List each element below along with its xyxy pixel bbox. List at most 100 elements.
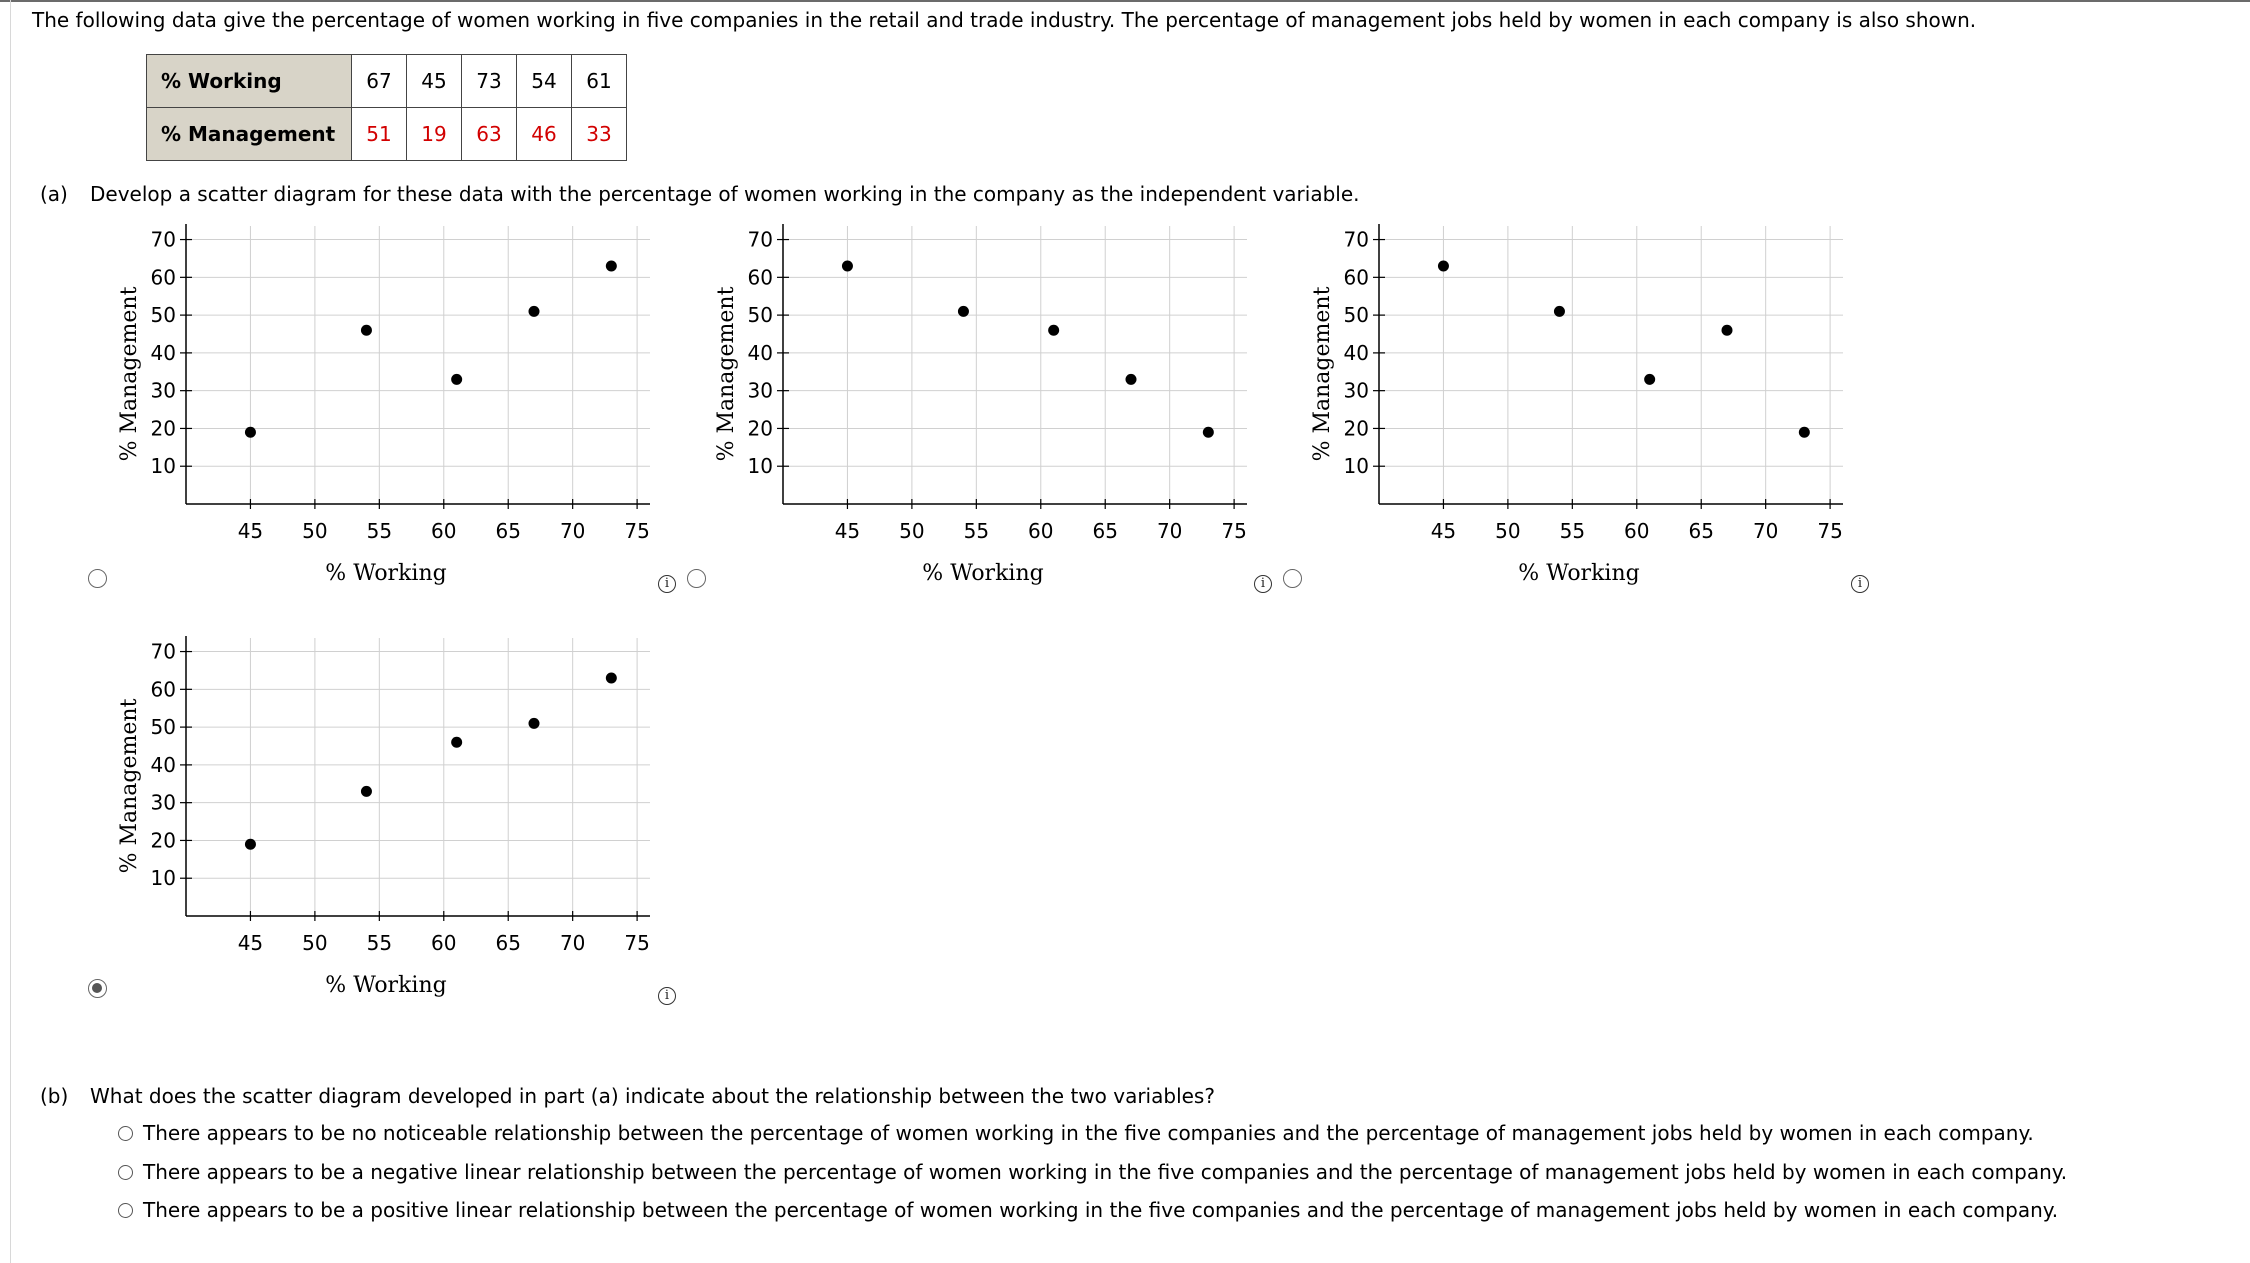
table-cell: 33 xyxy=(571,107,627,161)
info-icon[interactable]: i xyxy=(658,575,676,593)
x-tick-label: 70 xyxy=(560,931,585,955)
x-tick-label: 55 xyxy=(964,519,989,543)
table-cell: 67 xyxy=(351,54,407,108)
part-b-option-3-radio[interactable] xyxy=(118,1202,133,1218)
y-tick-label: 20 xyxy=(151,828,176,852)
x-tick-label: 65 xyxy=(495,519,520,543)
data-point xyxy=(244,838,256,850)
x-tick-label: 50 xyxy=(302,931,327,955)
data-point xyxy=(244,426,256,438)
data-point xyxy=(528,305,540,317)
part-b-option-3[interactable]: There appears to be a positive linear re… xyxy=(118,1198,2058,1222)
x-tick-label: 75 xyxy=(1817,519,1842,543)
working-header: % Working xyxy=(146,54,352,108)
x-axis-label: % Working xyxy=(922,561,1043,586)
part-a-question: (a) Develop a scatter diagram for these d… xyxy=(40,182,1360,206)
scatter-plot-option-3: 45 50 55 60 65 70 75 10 20 30 40 50 60 70 % Working % M… xyxy=(1303,218,1843,648)
plot-option-3-radio[interactable] xyxy=(1283,569,1302,588)
plot-option-1-radio[interactable] xyxy=(88,569,107,588)
y-tick-label: 20 xyxy=(151,416,176,440)
info-icon[interactable]: i xyxy=(1254,575,1272,593)
x-axis-label: % Working xyxy=(325,561,446,586)
y-tick-label: 70 xyxy=(151,228,176,252)
table-cell: 51 xyxy=(351,107,407,161)
data-table: % Working 67 45 73 54 61 % Management 51… xyxy=(146,54,627,161)
y-tick-label: 50 xyxy=(1344,303,1369,327)
x-tick-label: 50 xyxy=(1495,519,1520,543)
scatter-plot-svg: 45 50 55 60 65 70 75 10 20 30 40 50 60 70 % Working % M… xyxy=(1310,224,1843,586)
left-border xyxy=(10,0,11,1263)
x-tick-label: 45 xyxy=(238,519,263,543)
y-axis-label: % Management xyxy=(1310,286,1335,461)
y-tick-label: 70 xyxy=(151,640,176,664)
part-b-option-2[interactable]: There appears to be a negative linear re… xyxy=(118,1160,2067,1184)
x-tick-label: 60 xyxy=(1624,519,1649,543)
management-header: % Management xyxy=(146,107,352,161)
y-tick-label: 50 xyxy=(151,303,176,327)
x-tick-label: 60 xyxy=(431,931,456,955)
data-point xyxy=(605,260,617,272)
part-b-option-1-radio[interactable] xyxy=(118,1125,133,1141)
data-point xyxy=(1721,324,1733,336)
data-point xyxy=(360,785,372,797)
table-row: % Management 51 19 63 46 33 xyxy=(146,107,627,161)
y-tick-label: 10 xyxy=(151,454,176,478)
data-point xyxy=(1437,260,1449,272)
y-axis-label: % Management xyxy=(714,286,739,461)
x-tick-label: 65 xyxy=(1092,519,1117,543)
y-tick-label: 40 xyxy=(1344,341,1369,365)
y-axis-label: % Management xyxy=(117,698,142,873)
table-cell: 45 xyxy=(406,54,462,108)
x-tick-label: 70 xyxy=(1157,519,1182,543)
part-b-option-2-radio[interactable] xyxy=(118,1164,133,1180)
data-point xyxy=(1553,305,1565,317)
y-tick-label: 60 xyxy=(151,265,176,289)
x-axis-label: % Working xyxy=(325,973,446,998)
x-tick-label: 70 xyxy=(1753,519,1778,543)
x-tick-label: 60 xyxy=(431,519,456,543)
x-tick-label: 55 xyxy=(367,519,392,543)
scatter-plot-option-2: 45 50 55 60 65 70 75 10 20 30 40 50 60 70 % Working % M… xyxy=(707,218,1247,648)
data-point xyxy=(528,717,540,729)
part-b-option-1-label: There appears to be no noticeable relati… xyxy=(143,1121,2034,1145)
x-tick-label: 45 xyxy=(238,931,263,955)
part-b-option-2-label: There appears to be a negative linear re… xyxy=(143,1160,2068,1184)
plot-option-4-radio[interactable] xyxy=(88,979,107,998)
info-icon[interactable]: i xyxy=(1851,575,1869,593)
scatter-plot-svg: 45 50 55 60 65 70 75 10 20 30 40 50 60 70 % Working % M… xyxy=(117,224,650,586)
y-tick-label: 60 xyxy=(748,265,773,289)
y-tick-label: 50 xyxy=(748,303,773,327)
scatter-plot-option-4: 45 50 55 60 65 70 75 10 20 30 40 50 60 70 % Working % M… xyxy=(110,630,650,1060)
top-border xyxy=(0,0,2250,2)
table-cell: 19 xyxy=(406,107,462,161)
y-tick-label: 70 xyxy=(748,228,773,252)
y-axis-label: % Management xyxy=(117,286,142,461)
data-point xyxy=(451,736,463,748)
x-tick-label: 55 xyxy=(367,931,392,955)
part-b-question: (b) What does the scatter diagram develop… xyxy=(40,1084,1215,1108)
table-cell: 73 xyxy=(461,54,517,108)
x-tick-label: 45 xyxy=(835,519,860,543)
x-tick-label: 75 xyxy=(624,931,649,955)
y-tick-label: 20 xyxy=(748,416,773,440)
y-tick-label: 30 xyxy=(151,379,176,403)
table-cell: 61 xyxy=(571,54,627,108)
data-point xyxy=(1202,426,1214,438)
intro-text: The following data give the percentage o… xyxy=(32,8,1977,32)
y-tick-label: 40 xyxy=(748,341,773,365)
table-cell: 54 xyxy=(516,54,572,108)
table-row: % Working 67 45 73 54 61 xyxy=(146,54,627,108)
part-b-option-3-label: There appears to be a positive linear re… xyxy=(143,1198,2059,1222)
y-tick-label: 60 xyxy=(151,677,176,701)
scatter-plot-svg: 45 50 55 60 65 70 75 10 20 30 40 50 60 70 % Working % M… xyxy=(714,224,1247,586)
info-icon[interactable]: i xyxy=(658,987,676,1005)
part-b-option-1[interactable]: There appears to be no noticeable relati… xyxy=(118,1121,2034,1145)
y-tick-label: 40 xyxy=(151,753,176,777)
y-tick-label: 10 xyxy=(1344,454,1369,478)
y-tick-label: 50 xyxy=(151,715,176,739)
y-tick-label: 10 xyxy=(748,454,773,478)
data-point xyxy=(451,373,463,385)
data-point xyxy=(957,305,969,317)
x-tick-label: 65 xyxy=(495,931,520,955)
plot-option-2-radio[interactable] xyxy=(687,569,706,588)
